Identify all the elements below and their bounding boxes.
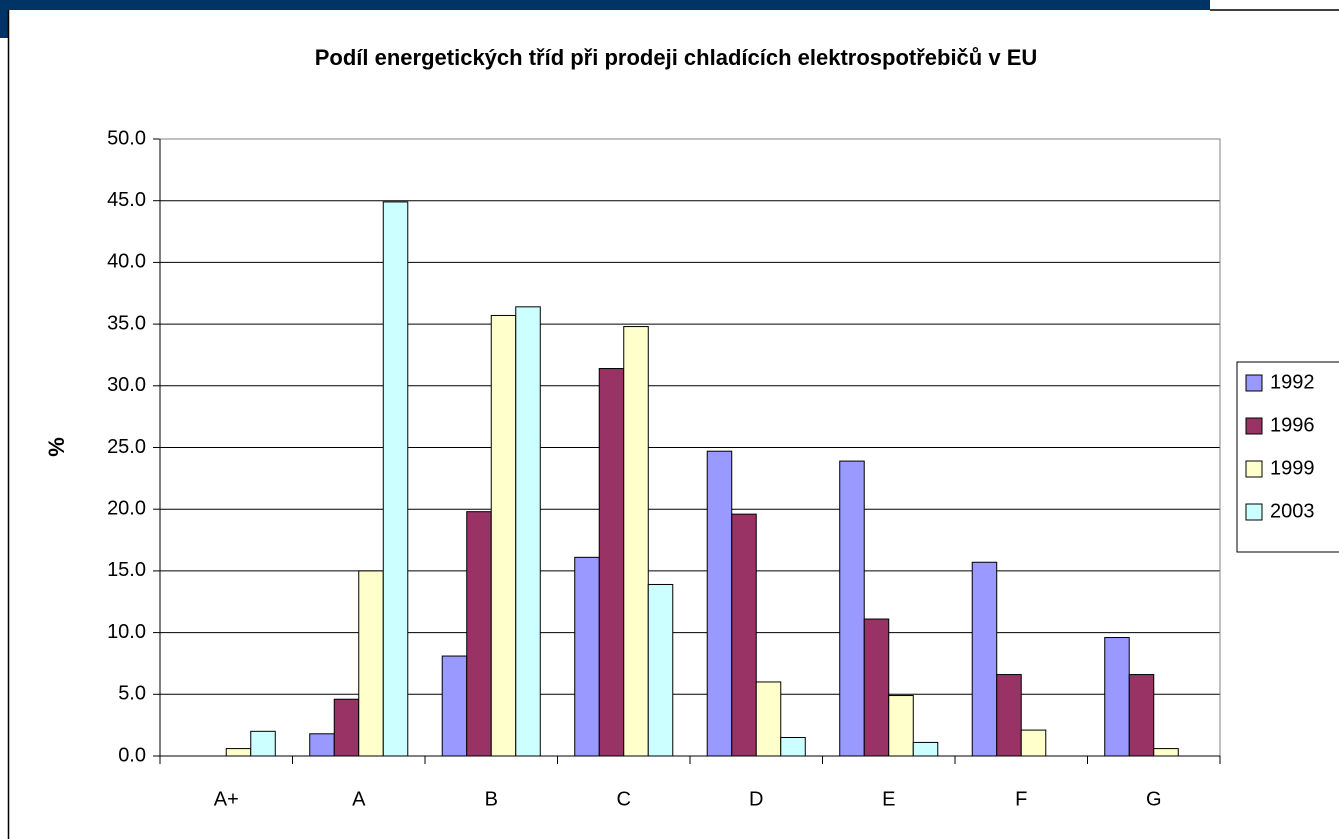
legend-swatch <box>1245 417 1263 435</box>
x-tick-label: D <box>749 788 763 810</box>
y-tick-label: 0.0 <box>118 744 146 766</box>
bar <box>574 556 600 757</box>
bar <box>466 511 492 757</box>
x-tick-label: A+ <box>214 788 239 810</box>
y-tick-label: 45.0 <box>107 189 146 211</box>
bar <box>706 450 733 757</box>
x-tick-label: F <box>1015 788 1027 810</box>
bar <box>839 460 865 757</box>
bar <box>225 748 252 757</box>
x-tick-label: A <box>352 788 366 810</box>
bar <box>490 314 517 757</box>
y-tick-label: 25.0 <box>107 436 146 458</box>
y-tick-label: 50.0 <box>107 127 146 149</box>
bar <box>441 655 468 757</box>
y-tick-label: 20.0 <box>107 497 146 519</box>
x-tick-label: C <box>617 788 631 810</box>
bar <box>1104 637 1130 757</box>
y-tick-label: 35.0 <box>107 312 146 334</box>
bar <box>996 674 1022 757</box>
legend-label: 1996 <box>1270 414 1315 436</box>
left-bar <box>0 0 8 38</box>
legend-swatch <box>1245 503 1263 521</box>
y-tick-label: 5.0 <box>118 683 146 705</box>
bar <box>623 326 649 757</box>
bar <box>780 736 806 757</box>
bar <box>1128 674 1155 757</box>
y-tick-label: 40.0 <box>107 251 146 273</box>
bar <box>598 368 625 757</box>
chart-title: Podíl energetických tříd při prodeji chl… <box>315 45 1038 70</box>
bar <box>358 570 384 757</box>
bar <box>250 730 276 757</box>
top-bar <box>0 0 1210 10</box>
bar <box>755 681 782 757</box>
legend-label: 2003 <box>1270 500 1315 522</box>
bar <box>971 561 998 757</box>
bar <box>515 306 541 757</box>
y-axis-label: % <box>44 437 69 457</box>
bar <box>863 618 890 757</box>
y-tick-label: 15.0 <box>107 559 146 581</box>
legend-label: 1992 <box>1270 371 1315 393</box>
bar <box>333 698 360 757</box>
bar <box>309 733 335 757</box>
y-tick-label: 10.0 <box>107 621 146 643</box>
x-tick-label: B <box>485 788 498 810</box>
y-tick-label: 30.0 <box>107 374 146 396</box>
bar <box>731 513 757 757</box>
bar <box>382 201 409 757</box>
bar <box>1020 729 1047 757</box>
x-tick-label: E <box>882 788 895 810</box>
legend-label: 1999 <box>1270 457 1315 479</box>
bar <box>888 695 914 757</box>
legend-swatch <box>1245 460 1263 478</box>
x-tick-label: G <box>1146 788 1162 810</box>
legend-swatch <box>1245 374 1263 392</box>
bar <box>647 583 674 757</box>
bar <box>1153 748 1179 757</box>
bar <box>912 741 939 757</box>
